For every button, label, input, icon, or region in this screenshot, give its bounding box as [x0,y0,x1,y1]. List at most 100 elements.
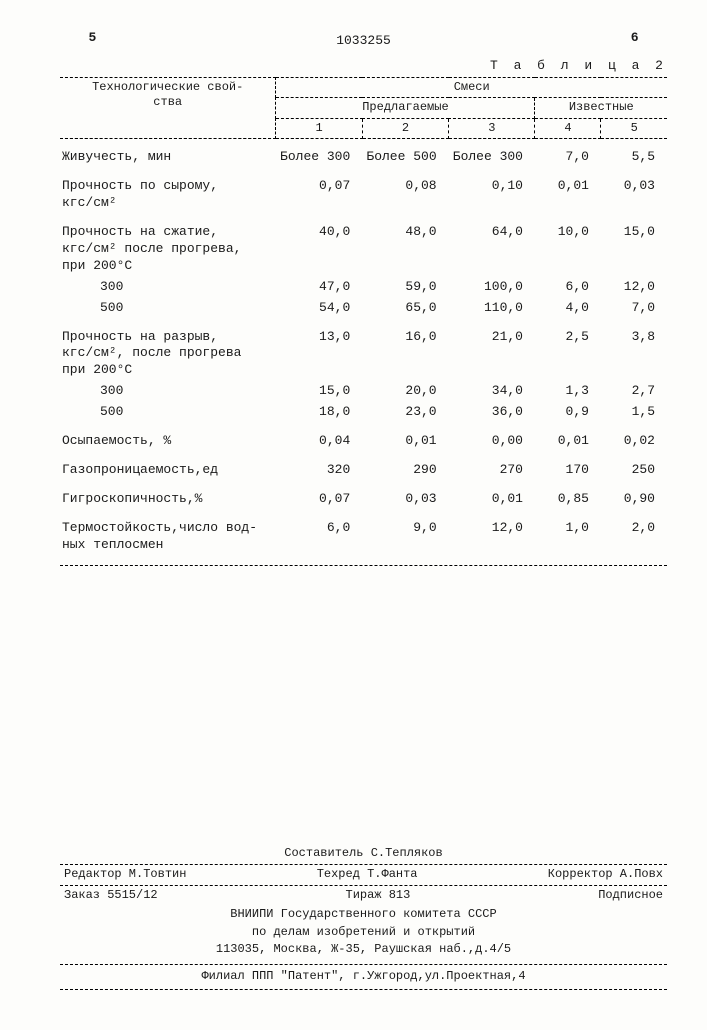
col-num: 5 [601,118,667,139]
cell-value: Более 300 [449,139,535,168]
table-head: Технологические свой- ства Смеси Предлаг… [60,77,667,139]
cell-value: 65,0 [362,298,448,319]
footer-org2: по делам изобретений и открытий [60,925,667,941]
table-row: Гигроскопичность,%0,070,030,010,850,90 [60,481,667,510]
cell-value: 0,90 [601,481,667,510]
table-row: Прочность на разрыв, кгс/см², после прог… [60,319,667,382]
cell-value: 0,10 [449,168,535,214]
footer-corrector: Корректор А.Повх [548,867,663,883]
cell-value: 290 [362,452,448,481]
table-row: Газопроницаемость,ед320290270170250 [60,452,667,481]
cell-value: 4,0 [535,298,601,319]
cell-value: 12,0 [449,510,535,556]
cell-value: 54,0 [276,298,362,319]
document-number: 1033255 [60,33,667,50]
cell-value: 7,0 [601,298,667,319]
cell-value: 6,0 [535,277,601,298]
table-body: Живучесть, минБолее 300Более 500Более 30… [60,139,667,556]
cell-value: 0,07 [276,168,362,214]
footer-addr2: Филиал ППП "Патент", г.Ужгород,ул.Проект… [60,969,667,985]
cell-value: 47,0 [276,277,362,298]
col-num: 3 [449,118,535,139]
row-label: 300 [60,277,276,298]
footer-subscribe: Подписное [598,888,663,904]
row-label: 300 [60,381,276,402]
col-header-known: Известные [535,98,667,119]
footer-addr1: 113035, Москва, Ж-35, Раушская наб.,д.4/… [60,942,667,958]
cell-value: 2,0 [601,510,667,556]
row-label: Газопроницаемость,ед [60,452,276,481]
cell-value: 10,0 [535,214,601,277]
table-row: Прочность на сжатие, кгс/см² после прогр… [60,214,667,277]
cell-value: 0,03 [601,168,667,214]
row-label: Живучесть, мин [60,139,276,168]
cell-value: 36,0 [449,402,535,423]
table-row: 30015,020,034,01,32,7 [60,381,667,402]
table-row: Живучесть, минБолее 300Более 500Более 30… [60,139,667,168]
cell-value: 100,0 [449,277,535,298]
cell-value: 270 [449,452,535,481]
table-caption: Т а б л и ц а 2 [60,58,667,75]
cell-value: 170 [535,452,601,481]
cell-value: 3,8 [601,319,667,382]
cell-value: 64,0 [449,214,535,277]
cell-value: 0,08 [362,168,448,214]
cell-value: 2,5 [535,319,601,382]
table-row: Осыпаемость, %0,040,010,000,010,02 [60,423,667,452]
cell-value: 15,0 [276,381,362,402]
cell-value: 0,03 [362,481,448,510]
col-num: 1 [276,118,362,139]
table-row: Прочность по сырому, кгс/см²0,070,080,10… [60,168,667,214]
cell-value: 0,00 [449,423,535,452]
row-label: Прочность на сжатие, кгс/см² после прогр… [60,214,276,277]
page-num-right: 6 [631,30,639,47]
table-row: 30047,059,0100,06,012,0 [60,277,667,298]
cell-value: 7,0 [535,139,601,168]
cell-value: 250 [601,452,667,481]
footer-order: Заказ 5515/12 [64,888,158,904]
cell-value: 1,3 [535,381,601,402]
table-row: 50054,065,0110,04,07,0 [60,298,667,319]
footer: Составитель С.Тепляков Редактор М.Товтин… [60,846,667,989]
table-row: Термостойкость,число вод- ных теплосмен6… [60,510,667,556]
cell-value: 23,0 [362,402,448,423]
cell-value: 1,0 [535,510,601,556]
cell-value: 2,7 [601,381,667,402]
cell-value: 15,0 [601,214,667,277]
cell-value: 0,01 [535,423,601,452]
cell-value: 18,0 [276,402,362,423]
cell-value: 0,07 [276,481,362,510]
footer-compiler: Составитель С.Тепляков [60,846,667,862]
table-row: 50018,023,036,00,91,5 [60,402,667,423]
cell-value: 21,0 [449,319,535,382]
cell-value: 59,0 [362,277,448,298]
col-num: 4 [535,118,601,139]
cell-value: 13,0 [276,319,362,382]
data-table: Технологические свой- ства Смеси Предлаг… [60,77,667,556]
row-label: Термостойкость,число вод- ных теплосмен [60,510,276,556]
cell-value: 34,0 [449,381,535,402]
cell-value: Более 500 [362,139,448,168]
row-label: Прочность на разрыв, кгс/см², после прог… [60,319,276,382]
cell-value: 40,0 [276,214,362,277]
footer-editor: Редактор М.Товтин [64,867,186,883]
cell-value: Более 300 [276,139,362,168]
col-num: 2 [362,118,448,139]
page-num-left: 5 [89,30,97,47]
cell-value: 1,5 [601,402,667,423]
cell-value: 5,5 [601,139,667,168]
cell-value: 12,0 [601,277,667,298]
row-label: Гигроскопичность,% [60,481,276,510]
cell-value: 6,0 [276,510,362,556]
col-header-property: Технологические свой- ства [60,77,276,139]
footer-org1: ВНИИПИ Государственного комитета СССР [60,907,667,923]
row-label: Прочность по сырому, кгс/см² [60,168,276,214]
cell-value: 0,9 [535,402,601,423]
cell-value: 0,85 [535,481,601,510]
cell-value: 0,01 [362,423,448,452]
cell-value: 20,0 [362,381,448,402]
col-header-mixtures: Смеси [276,77,667,98]
cell-value: 9,0 [362,510,448,556]
cell-value: 0,01 [449,481,535,510]
cell-value: 320 [276,452,362,481]
